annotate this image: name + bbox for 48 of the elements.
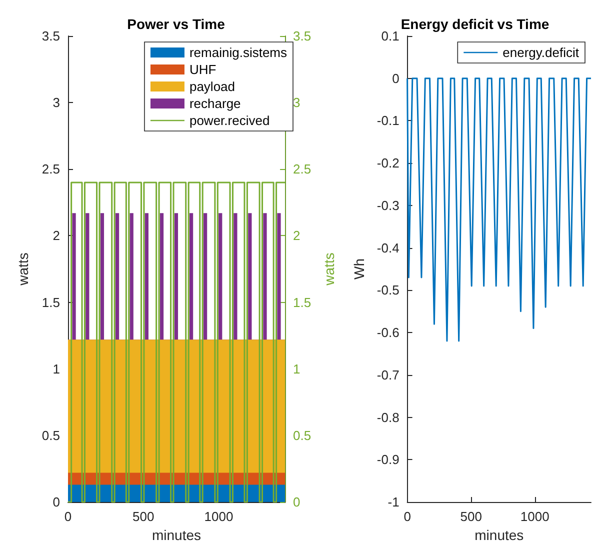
legend-label: energy.deficit bbox=[502, 45, 580, 60]
legend-label: remainig.sistems bbox=[189, 45, 288, 60]
y-tick-label: -0.4 bbox=[376, 240, 400, 256]
line-series bbox=[406, 78, 592, 342]
x-tick-label: 0 bbox=[64, 509, 72, 524]
y-tick-label: -1 bbox=[388, 494, 400, 510]
y-tick-label: -0.1 bbox=[376, 113, 400, 128]
y2-tick-label: 0 bbox=[293, 494, 300, 510]
x-tick-label: 1000 bbox=[520, 509, 550, 524]
y-tick-label: -0.7 bbox=[376, 367, 400, 382]
y2-tick-label: 2.5 bbox=[293, 162, 312, 177]
chart-title: Power vs Time bbox=[127, 16, 226, 32]
x-axis-title: minutes bbox=[152, 526, 202, 543]
x-axis-title: minutes bbox=[474, 526, 524, 543]
y-tick-label: 0.1 bbox=[381, 28, 400, 44]
y2-tick-label: 3.5 bbox=[293, 28, 312, 44]
y-tick-label: 0 bbox=[52, 494, 60, 510]
y-tick-label: -0.9 bbox=[376, 452, 400, 468]
y-tick-label: 1.5 bbox=[42, 294, 60, 310]
y-tick-label: -0.2 bbox=[376, 156, 400, 171]
chart-title: Energy deficit vs Time bbox=[400, 16, 550, 32]
y2-tick-label: 1.5 bbox=[293, 294, 312, 310]
y-tick-label: 3.5 bbox=[42, 28, 60, 44]
legend-label: payload bbox=[189, 79, 236, 94]
y-axis-title: Wh bbox=[351, 258, 367, 280]
y-tick-label: 0 bbox=[392, 70, 400, 86]
y-tick-label: 2 bbox=[52, 228, 60, 244]
y2-tick-label: 3 bbox=[293, 95, 300, 110]
y-tick-label: -0.5 bbox=[376, 282, 400, 298]
y-tick-label: -0.8 bbox=[376, 410, 400, 425]
y-tick-label: 2.5 bbox=[42, 162, 60, 177]
x-tick-label: 1000 bbox=[204, 509, 234, 524]
y-axis-title: watts bbox=[15, 252, 31, 286]
y-tick-label: 1 bbox=[52, 361, 60, 376]
x-tick-label: 0 bbox=[404, 509, 411, 524]
y-tick-label: -0.6 bbox=[376, 325, 400, 340]
y2-tick-label: 1 bbox=[293, 361, 300, 376]
legend-label: recharge bbox=[189, 96, 241, 111]
y2-axis-title: watts bbox=[321, 252, 337, 286]
y-tick-label: 0.5 bbox=[42, 428, 60, 443]
y2-tick-label: 0.5 bbox=[293, 428, 312, 443]
legend-label: power.recived bbox=[189, 113, 270, 128]
y-tick-label: 3 bbox=[52, 95, 60, 110]
x-tick-label: 500 bbox=[132, 509, 154, 524]
legend-label: UHF bbox=[189, 62, 216, 77]
y2-tick-label: 2 bbox=[293, 228, 300, 244]
x-tick-label: 500 bbox=[460, 509, 482, 524]
y-tick-label: -0.3 bbox=[376, 198, 400, 213]
